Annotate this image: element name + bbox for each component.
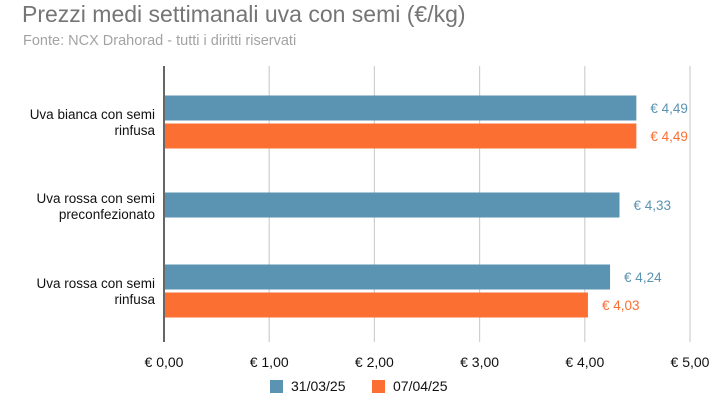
chart-title: Prezzi medi settimanali uva con semi (€/…	[22, 1, 466, 27]
category-label-line: Uva rossa con semi	[36, 191, 155, 206]
x-tick-label: € 0,00	[145, 354, 184, 370]
bar	[165, 123, 637, 149]
data-label: € 4,33	[634, 198, 672, 213]
legend: 31/03/25 07/04/25	[0, 378, 712, 400]
x-tick-label: € 1,00	[250, 354, 289, 370]
bar-chart: € 4,49 € 4,49 € 4,33 € 4,24 € 4,03 Uva bianc…	[30, 66, 710, 370]
bar	[165, 264, 611, 290]
category-label: Uva rossa con semi rinfusa	[36, 276, 155, 307]
category-label-line: Uva rossa con semi	[36, 276, 155, 291]
category-label-line: Uva bianca con semi	[30, 107, 155, 122]
category-label-line: preconfezionato	[59, 207, 155, 222]
category-label-line: rinfusa	[114, 292, 155, 307]
x-axis-ticks: € 0,00 € 1,00 € 2,00 € 3,00 € 4,00 € 5,00	[145, 354, 710, 370]
bar	[165, 95, 637, 121]
data-label: € 4,03	[602, 298, 640, 313]
legend-swatch-series-2	[372, 379, 385, 393]
x-tick-label: € 2,00	[355, 354, 394, 370]
legend-swatch-series-1	[270, 379, 283, 393]
chart-subtitle: Fonte: NCX Drahorad - tutti i diritti ri…	[23, 33, 297, 49]
legend-label-series-2: 07/04/25	[393, 378, 448, 394]
data-label: € 4,24	[624, 270, 662, 285]
legend-item-series-1: 31/03/25	[270, 378, 346, 394]
data-label: € 4,49	[650, 101, 688, 116]
bars	[165, 95, 637, 318]
value-labels: € 4,49 € 4,49 € 4,33 € 4,24 € 4,03	[602, 101, 688, 313]
x-tick-label: € 4,00	[565, 354, 604, 370]
x-tick-label: € 3,00	[460, 354, 499, 370]
category-label: Uva bianca con semi rinfusa	[30, 107, 156, 138]
data-label: € 4,49	[650, 129, 688, 144]
legend-label-series-1: 31/03/25	[291, 378, 346, 394]
bar	[165, 292, 588, 318]
legend-item-series-2: 07/04/25	[372, 378, 448, 394]
category-label: Uva rossa con semi preconfezionato	[36, 191, 155, 222]
category-label-line: rinfusa	[114, 123, 155, 138]
bar	[165, 192, 620, 218]
x-tick-label: € 5,00	[671, 354, 710, 370]
